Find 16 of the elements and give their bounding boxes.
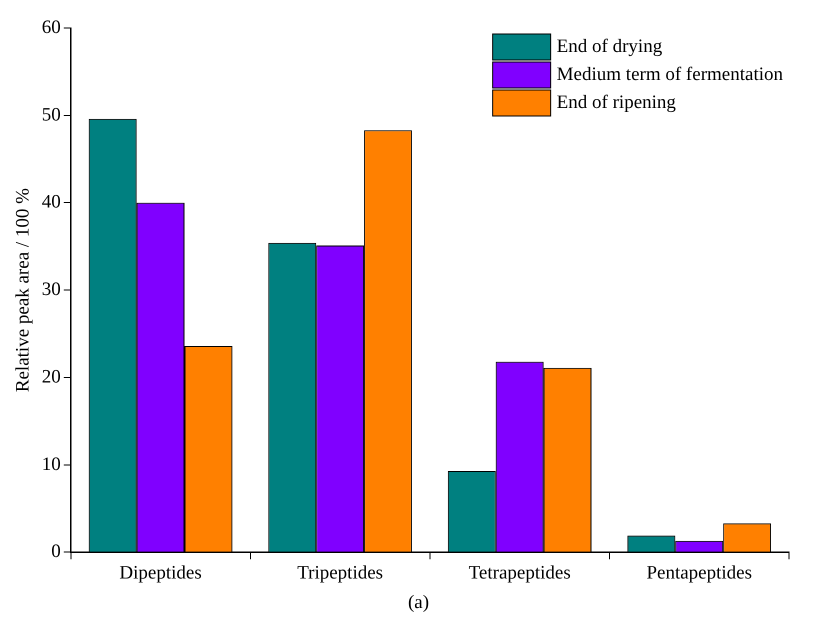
text: (a) — [406, 592, 430, 614]
y-tick-label: 10 — [42, 454, 61, 475]
x-tick-label: Tetrapeptides — [468, 562, 571, 584]
y-tick-label: 30 — [42, 279, 61, 300]
y-tick-label: 20 — [42, 366, 61, 388]
legend-label: End of drying — [556, 36, 663, 57]
legend-label: Medium term of fermentation — [556, 64, 784, 85]
legend-label: End of ripening — [556, 92, 676, 113]
y-tick-label: 40 — [42, 192, 61, 213]
y-axis-title: Relative peak area / 100 % — [12, 188, 34, 392]
y-tick-label: 50 — [42, 104, 61, 126]
x-tick-label: Tripeptides — [297, 562, 384, 584]
y-tick-label: 0 — [51, 541, 61, 562]
y-tick-label: 60 — [42, 16, 61, 38]
x-tick-label: Pentapeptides — [646, 562, 752, 584]
x-tick-label: Dipeptides — [119, 562, 202, 584]
